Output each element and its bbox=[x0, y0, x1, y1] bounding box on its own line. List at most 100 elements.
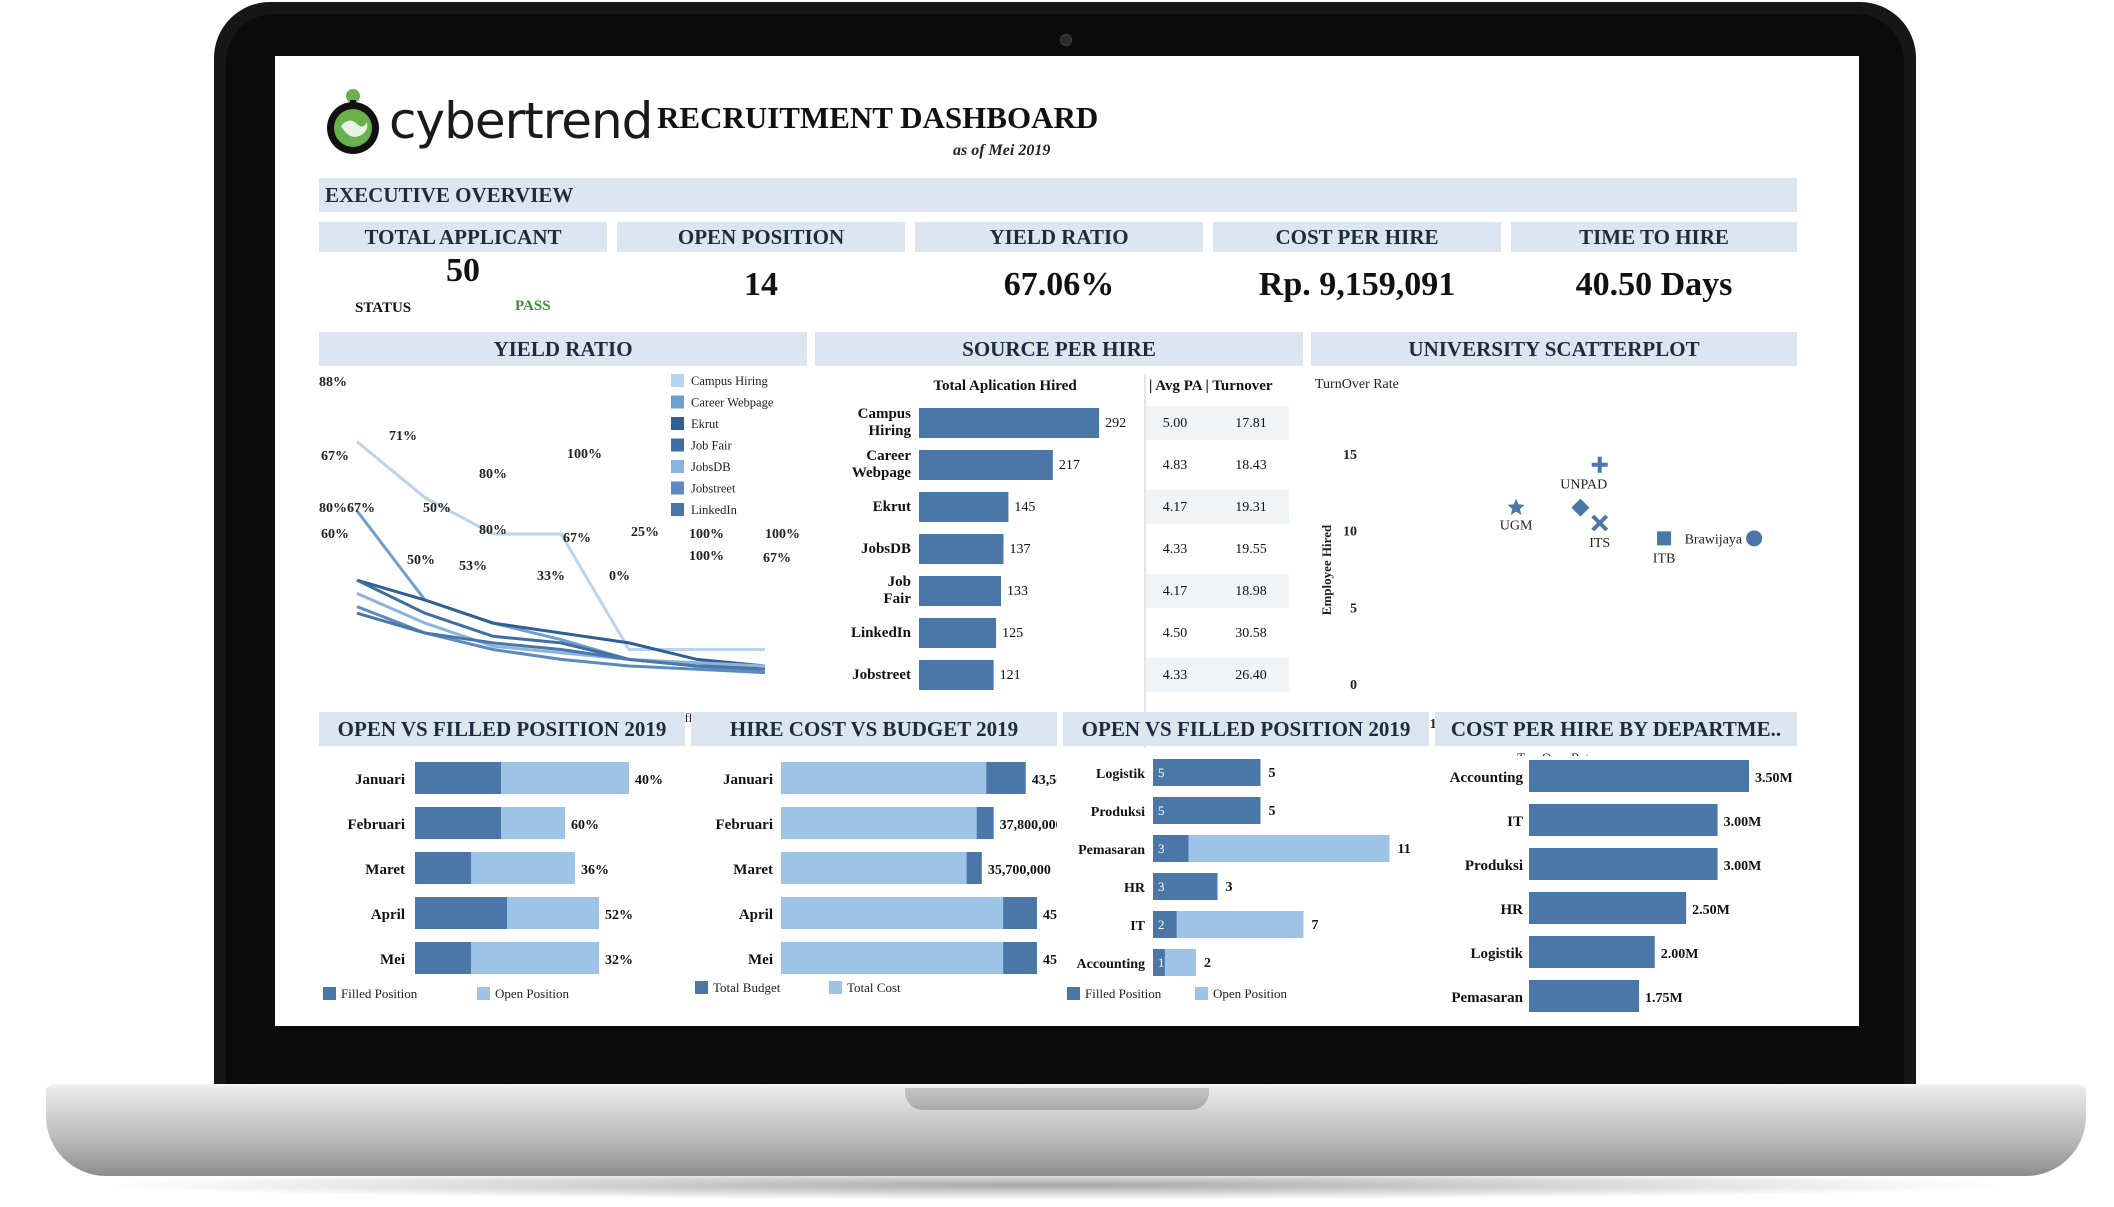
source-bar-value: 125 bbox=[1002, 626, 1023, 641]
budget-legend-item: Total Cost bbox=[847, 980, 901, 995]
scatter-point-label: UGM bbox=[1500, 519, 1533, 534]
budget-total-cost-bar-januari bbox=[781, 762, 987, 794]
ovf1-percent-label: 32% bbox=[605, 953, 633, 968]
open-vs-filled-month-panel-header: OPEN VS FILLED POSITION 2019 bbox=[319, 712, 685, 746]
source-table-row bbox=[1145, 448, 1289, 482]
source-category-label: Jobstreet bbox=[852, 667, 911, 683]
page-title: RECRUITMENT DASHBOARD bbox=[657, 100, 1099, 135]
yield-data-label: 100% bbox=[765, 527, 800, 542]
scatter-point-unpad bbox=[1591, 456, 1608, 473]
ovf2-filled-value: 5 bbox=[1158, 765, 1165, 780]
source-turnover: 26.40 bbox=[1235, 668, 1267, 683]
source-turnover: 19.31 bbox=[1235, 500, 1267, 515]
kpi-total-applicant-header: TOTAL APPLICANT bbox=[319, 222, 607, 252]
ovf1-month-label: Mei bbox=[380, 952, 405, 968]
yield-ratio-chart: 88%71%80%100%67%80%67% 50%60% 80%67% 25% 100… bbox=[319, 374, 800, 739]
yield-legend-swatch bbox=[671, 460, 684, 473]
ovf1-filled-bar-mei bbox=[415, 942, 471, 974]
yield-data-label: 60% bbox=[321, 527, 349, 542]
budget-legend-swatch bbox=[829, 981, 842, 994]
yield-data-label: 67% bbox=[321, 449, 349, 464]
scatter-point-ugm bbox=[1507, 498, 1525, 515]
yield-data-label: 71% bbox=[389, 429, 417, 444]
source-category-label: Ekrut bbox=[873, 499, 911, 515]
kpi-time-to-hire-header: TIME TO HIRE bbox=[1511, 222, 1797, 252]
university-scatterplot-panel-header: UNIVERSITY SCATTERPLOT bbox=[1311, 332, 1797, 366]
dept-value-label: 3.00M bbox=[1724, 859, 1762, 874]
scatter-point-label: ITB bbox=[1653, 551, 1676, 566]
budget-legend-swatch bbox=[695, 981, 708, 994]
yield-data-label: 80% bbox=[479, 467, 507, 482]
dept-value-label: 2.00M bbox=[1661, 947, 1699, 962]
brand-logo-text: cybertrend bbox=[389, 92, 653, 150]
budget-total-cost-bar-februari bbox=[781, 807, 977, 839]
kpi-yield-ratio-value: 67.06% bbox=[1003, 266, 1115, 303]
source-avg-pa: 4.17 bbox=[1163, 500, 1188, 515]
dept-category-label: Produksi bbox=[1465, 858, 1523, 874]
source-avg-pa: 4.50 bbox=[1163, 626, 1188, 641]
source-table-row bbox=[1145, 658, 1289, 692]
ovf2-open-bar-pemasaran bbox=[1153, 835, 1390, 862]
scatter-y-tick: 5 bbox=[1350, 601, 1357, 616]
budget-total-cost-bar-mei bbox=[781, 942, 1004, 974]
budget-value-label: 35,700,000 bbox=[988, 863, 1051, 878]
source-bar-value: 121 bbox=[1000, 668, 1021, 683]
yield-line-jobsdb bbox=[356, 592, 766, 668]
dashboard-screen: cybertrend RECRUITMENT DASHBOARD as of M… bbox=[275, 56, 1859, 1026]
ovf1-percent-label: 52% bbox=[605, 908, 633, 923]
source-bar-value: 217 bbox=[1059, 458, 1080, 473]
ovf2-filled-bar-hr bbox=[1153, 873, 1218, 900]
yield-data-label: 80% bbox=[479, 523, 507, 538]
ovf1-filled-bar-maret bbox=[415, 852, 471, 884]
ovf2-filled-bar-accounting bbox=[1153, 949, 1165, 976]
ovf2-filled-bar-logistik bbox=[1153, 759, 1261, 786]
dept-value-label: 3.00M bbox=[1724, 815, 1762, 830]
kpi-status-badge: PASS bbox=[515, 298, 551, 314]
kpi-open-position-header: OPEN POSITION bbox=[617, 222, 905, 252]
ovf1-percent-label: 60% bbox=[571, 818, 599, 833]
kpi-open-position-value: 14 bbox=[744, 266, 778, 303]
ovf2-filled-value: 1 bbox=[1158, 955, 1165, 970]
page-subtitle: as of Mei 2019 bbox=[953, 142, 1051, 159]
dept-category-label: Pemasaran bbox=[1451, 990, 1523, 1006]
source-table-row bbox=[1145, 406, 1289, 440]
yield-data-label: 80%67% bbox=[319, 501, 375, 516]
kpi-cost-per-hire-header: COST PER HIRE bbox=[1213, 222, 1501, 252]
ovf2-legend-item: Filled Position bbox=[1085, 986, 1162, 1001]
ovf2-open-value: 5 bbox=[1269, 766, 1276, 781]
budget-month-label: Januari bbox=[723, 772, 773, 788]
budget-month-label: Maret bbox=[733, 862, 773, 878]
ovf1-legend-swatch bbox=[477, 987, 490, 1000]
yield-data-label: 100% bbox=[689, 527, 724, 542]
yield-data-label: 67% bbox=[763, 551, 791, 566]
source-table-row bbox=[1145, 490, 1289, 524]
ovf2-open-value: 2 bbox=[1204, 956, 1211, 971]
dept-category-label: Logistik bbox=[1470, 946, 1523, 962]
scatter-y-tick: 15 bbox=[1343, 448, 1357, 463]
yield-data-label: 67% bbox=[563, 531, 591, 546]
yield-data-label: 50% bbox=[407, 553, 435, 568]
source-bar-value: 292 bbox=[1105, 416, 1126, 431]
scatter-point-unlabeled bbox=[1571, 498, 1590, 517]
budget-value-label: 45,500,000 bbox=[1043, 953, 1057, 968]
scatter-y-tick: 0 bbox=[1350, 678, 1357, 693]
open-vs-filled-month-chart: Januari 40% Februari 60% Maret 36% April 52% Mei… bbox=[323, 762, 663, 1001]
scatter-y-tick: 10 bbox=[1343, 525, 1357, 540]
ovf1-month-label: Februari bbox=[348, 817, 406, 833]
source-bar-job-fair bbox=[919, 576, 1002, 606]
source-bar-jobsdb bbox=[919, 534, 1004, 564]
yield-legend-item: Career Webpage bbox=[691, 396, 774, 410]
yield-legend-swatch bbox=[671, 417, 684, 430]
yield-legend-swatch bbox=[671, 395, 684, 409]
hire-cost-vs-budget-panel-header: HIRE COST VS BUDGET 2019 bbox=[691, 712, 1057, 746]
ovf2-dept-label: Pemasaran bbox=[1078, 843, 1145, 858]
source-bar-ekrut bbox=[919, 492, 1009, 522]
budget-legend-item: Total Budget bbox=[713, 980, 781, 995]
source-avg-pa: 4.17 bbox=[1163, 584, 1188, 599]
yield-data-label: 0% bbox=[609, 569, 630, 584]
yield-data-label: 25% bbox=[631, 525, 659, 540]
scatter-y-axis-title: Employee Hired bbox=[1319, 524, 1334, 615]
ovf2-legend-swatch bbox=[1067, 987, 1080, 1000]
budget-value-label: 45,500,000 bbox=[1043, 908, 1057, 923]
yield-line-campus-hiring bbox=[356, 440, 765, 651]
